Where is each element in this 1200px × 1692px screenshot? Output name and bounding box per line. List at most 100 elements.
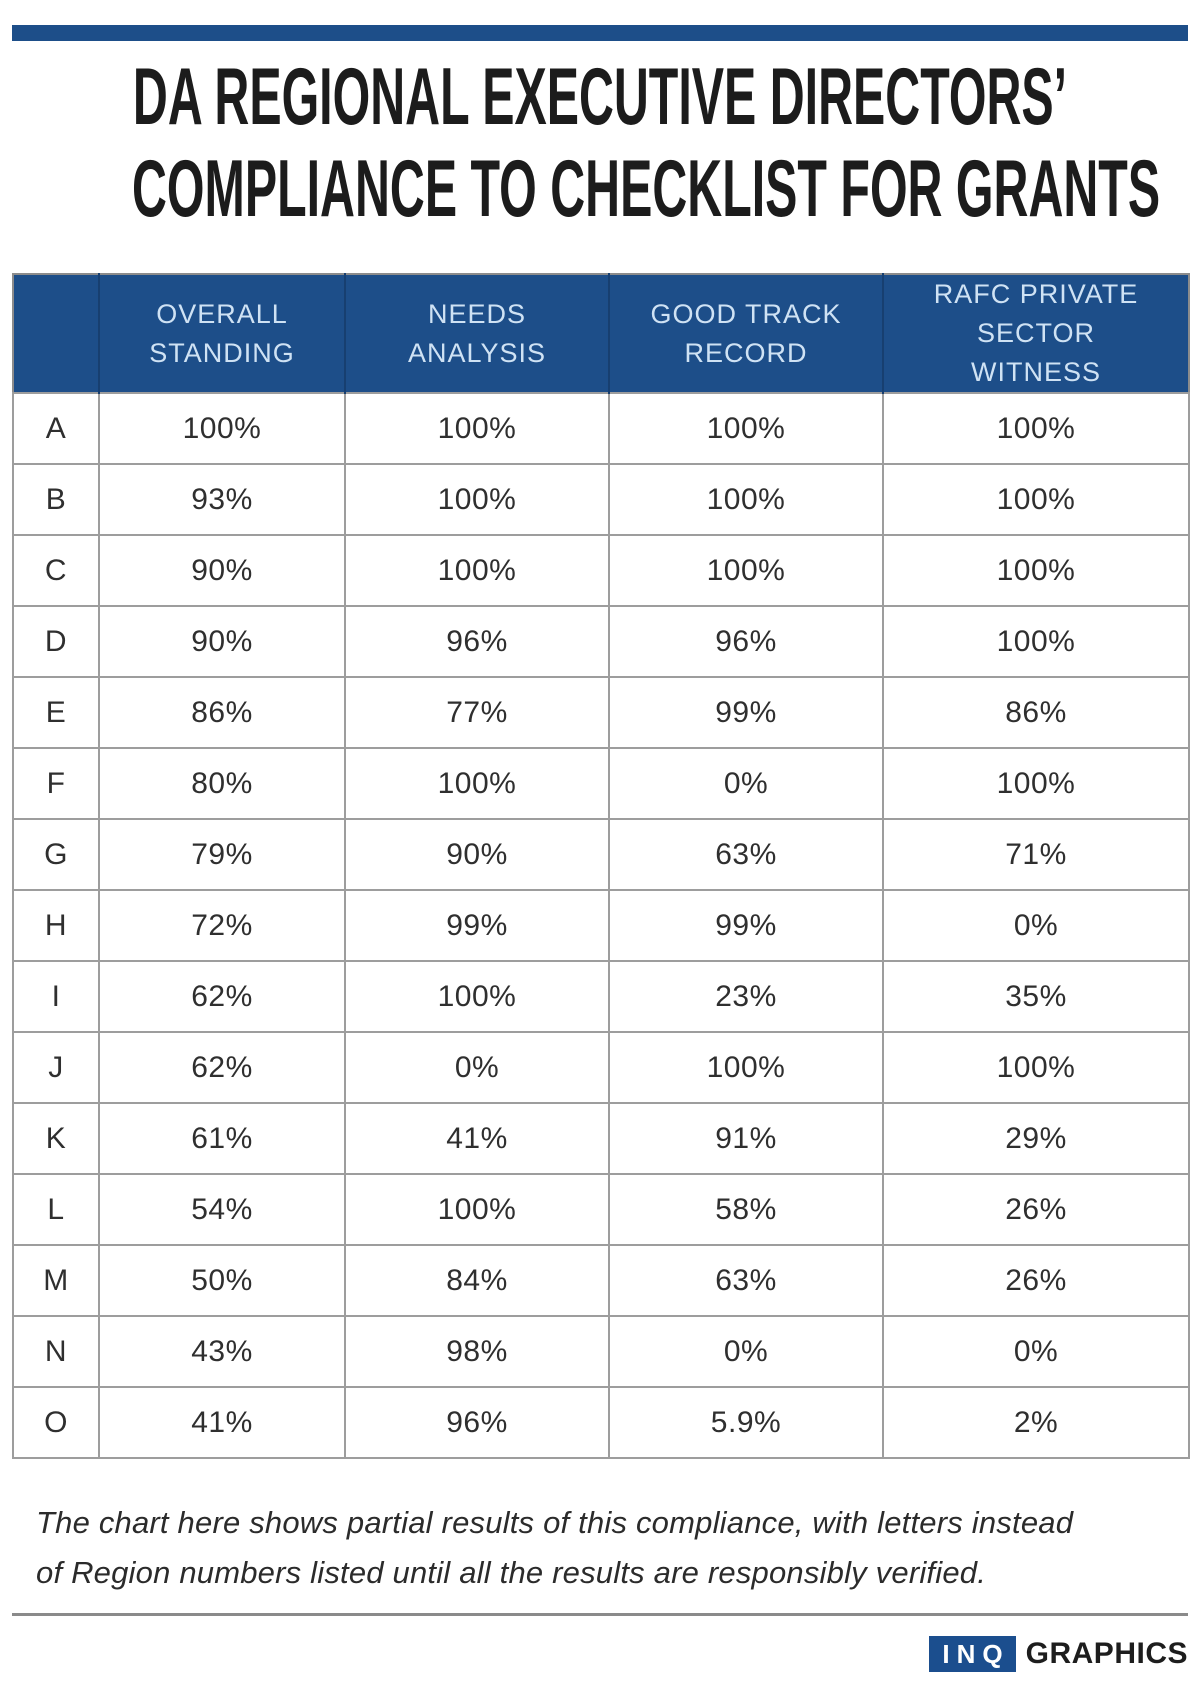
cell-value: 41% (98, 1386, 346, 1460)
cell-value: 61% (98, 1102, 346, 1176)
row-letter: I (12, 960, 100, 1034)
cell-value: 0% (608, 747, 884, 821)
cell-value: 63% (608, 1244, 884, 1318)
page-title: DA REGIONAL EXECUTIVE DIRECTORS’ COMPLIA… (0, 52, 1200, 236)
cell-value: 90% (98, 605, 346, 679)
cell-value: 99% (608, 889, 884, 963)
cell-value: 93% (98, 463, 346, 537)
cell-value: 43% (98, 1315, 346, 1389)
cell-value: 100% (882, 1031, 1190, 1105)
page-title-line-2: COMPLIANCE TO CHECKLIST FOR GRANTS (132, 144, 1161, 235)
cell-value: 79% (98, 818, 346, 892)
cell-value: 100% (608, 463, 884, 537)
row-letter: J (12, 1031, 100, 1105)
row-letter: M (12, 1244, 100, 1318)
cell-value: 91% (608, 1102, 884, 1176)
cell-value: 100% (344, 960, 610, 1034)
cell-value: 84% (344, 1244, 610, 1318)
cell-value: 77% (344, 676, 610, 750)
cell-value: 62% (98, 1031, 346, 1105)
row-letter: C (12, 534, 100, 608)
footnote-line-1: The chart here shows partial results of … (36, 1505, 1074, 1540)
cell-value: 2% (882, 1386, 1190, 1460)
cell-value: 100% (344, 1173, 610, 1247)
graphics-label: GRAPHICS (1025, 1637, 1188, 1670)
cell-value: 100% (882, 747, 1190, 821)
cell-value: 100% (344, 747, 610, 821)
cell-value: 26% (882, 1244, 1190, 1318)
cell-value: 29% (882, 1102, 1190, 1176)
cell-value: 100% (98, 392, 346, 466)
cell-value: 63% (608, 818, 884, 892)
inq-graphics-logo: INQ GRAPHICS (929, 1636, 1188, 1672)
col-header-good-track-record: GOOD TRACK RECORD (608, 274, 883, 394)
corner-cell (13, 274, 99, 394)
table-row: A 100% 100% 100% 100% (12, 392, 1190, 466)
table-row: C 90% 100% 100% 100% (12, 534, 1190, 608)
table-row: B 93% 100% 100% 100% (12, 463, 1190, 537)
inq-logo-box: INQ (929, 1636, 1016, 1672)
cell-value: 100% (344, 463, 610, 537)
cell-value: 100% (344, 392, 610, 466)
cell-value: 90% (344, 818, 610, 892)
row-letter: F (12, 747, 100, 821)
col-header-needs-analysis: NEEDS ANALYSIS (344, 274, 609, 394)
table-header-row: OVERALL STANDING NEEDS ANALYSIS GOOD TRA… (13, 274, 1189, 394)
cell-value: 80% (98, 747, 346, 821)
cell-value: 100% (882, 463, 1190, 537)
footnote-line-2: of Region numbers listed until all the r… (36, 1555, 987, 1591)
cell-value: 50% (98, 1244, 346, 1318)
cell-value: 100% (344, 534, 610, 608)
row-letter: N (12, 1315, 100, 1389)
row-letter: O (12, 1386, 100, 1460)
cell-value: 86% (98, 676, 346, 750)
table-row: J 62% 0% 100% 100% (12, 1031, 1190, 1105)
cell-value: 100% (608, 392, 884, 466)
cell-value: 100% (882, 605, 1190, 679)
table-row: F 80% 100% 0% 100% (12, 747, 1190, 821)
compliance-table: OVERALL STANDING NEEDS ANALYSIS GOOD TRA… (12, 273, 1190, 1460)
cell-value: 62% (98, 960, 346, 1034)
cell-value: 54% (98, 1173, 346, 1247)
cell-value: 99% (344, 889, 610, 963)
row-letter: K (12, 1102, 100, 1176)
row-letter: L (12, 1173, 100, 1247)
cell-value: 86% (882, 676, 1190, 750)
table-row: D 90% 96% 96% 100% (12, 605, 1190, 679)
table-row: L 54% 100% 58% 26% (12, 1173, 1190, 1247)
cell-value: 96% (344, 1386, 610, 1460)
cell-value: 0% (882, 889, 1190, 963)
col-header-overall-standing: OVERALL STANDING (98, 274, 345, 394)
table-row: M 50% 84% 63% 26% (12, 1244, 1190, 1318)
table-row: I 62% 100% 23% 35% (12, 960, 1190, 1034)
cell-value: 96% (344, 605, 610, 679)
table-row: K 61% 41% 91% 29% (12, 1102, 1190, 1176)
table-row: N 43% 98% 0% 0% (12, 1315, 1190, 1389)
cell-value: 99% (608, 676, 884, 750)
cell-value: 5.9% (608, 1386, 884, 1460)
cell-value: 72% (98, 889, 346, 963)
row-letter: D (12, 605, 100, 679)
cell-value: 41% (344, 1102, 610, 1176)
footer-divider (12, 1613, 1188, 1616)
cell-value: 100% (882, 534, 1190, 608)
cell-value: 98% (344, 1315, 610, 1389)
top-accent-bar (12, 25, 1188, 41)
col-header-rafc-private-sector-witness: RAFC PRIVATE SECTOR WITNESS (882, 274, 1189, 394)
row-letter: G (12, 818, 100, 892)
cell-value: 58% (608, 1173, 884, 1247)
cell-value: 90% (98, 534, 346, 608)
cell-value: 0% (608, 1315, 884, 1389)
table-row: E 86% 77% 99% 86% (12, 676, 1190, 750)
footnote: The chart here shows partial results of … (36, 1498, 1176, 1598)
cell-value: 23% (608, 960, 884, 1034)
cell-value: 0% (882, 1315, 1190, 1389)
cell-value: 96% (608, 605, 884, 679)
cell-value: 0% (344, 1031, 610, 1105)
row-letter: B (12, 463, 100, 537)
cell-value: 100% (608, 534, 884, 608)
row-letter: E (12, 676, 100, 750)
cell-value: 100% (882, 392, 1190, 466)
table-row: G 79% 90% 63% 71% (12, 818, 1190, 892)
cell-value: 35% (882, 960, 1190, 1034)
